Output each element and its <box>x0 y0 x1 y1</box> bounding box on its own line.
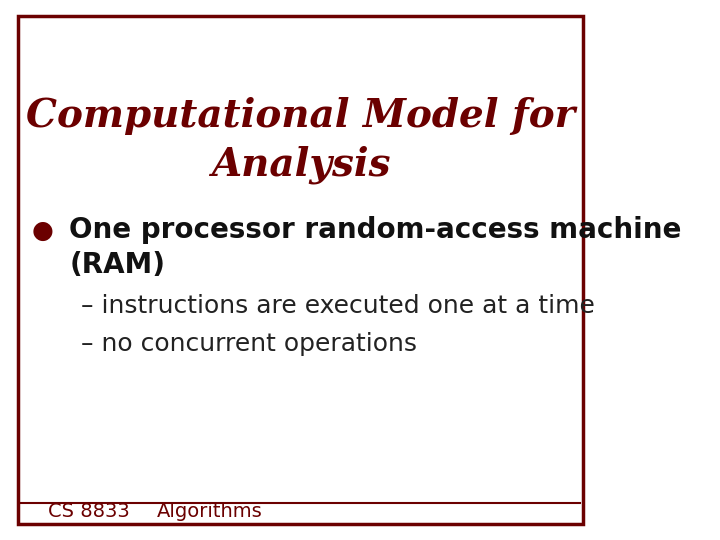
Text: ●: ● <box>31 219 53 242</box>
Text: One processor random-access machine: One processor random-access machine <box>69 216 682 244</box>
Text: CS 8833: CS 8833 <box>48 502 130 522</box>
Text: Algorithms: Algorithms <box>156 502 262 522</box>
Text: Computational Model for
Analysis: Computational Model for Analysis <box>26 97 575 184</box>
Text: (RAM): (RAM) <box>69 251 165 279</box>
Text: – no concurrent operations: – no concurrent operations <box>81 332 417 356</box>
Text: – instructions are executed one at a time: – instructions are executed one at a tim… <box>81 294 595 318</box>
